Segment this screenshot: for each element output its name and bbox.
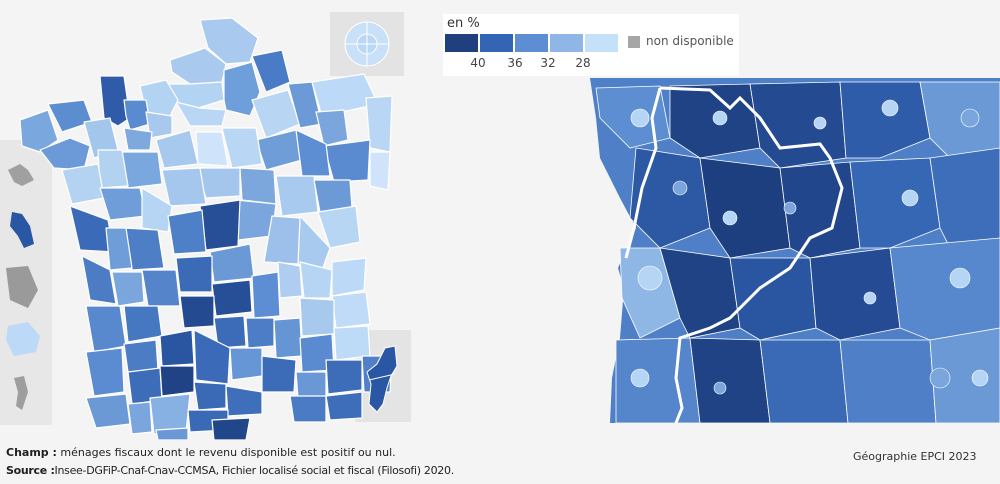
dept-aveyron bbox=[193, 329, 231, 385]
dept-indre bbox=[167, 209, 207, 255]
guyane-shape bbox=[6, 266, 38, 308]
dept-eure bbox=[145, 111, 173, 139]
legend: en % 40 36 32 28 non disponible bbox=[443, 14, 739, 76]
dept-tarn bbox=[193, 381, 227, 411]
dept-savoie bbox=[331, 291, 371, 329]
dept-landes bbox=[85, 347, 125, 397]
dept-creuse bbox=[175, 255, 213, 293]
dept-pyrenees-orientales bbox=[211, 417, 251, 440]
dept-haute-savoie bbox=[331, 257, 367, 297]
dept-deux-sevres bbox=[105, 227, 133, 271]
dept-puy-de-dome bbox=[211, 279, 253, 317]
source-note: Source :Insee-DGFiP-Cnaf-Cnav-CCMSA, Fic… bbox=[6, 464, 454, 477]
champ-note: Champ : ménages fiscaux dont le revenu d… bbox=[6, 446, 396, 459]
dept-oise bbox=[175, 101, 227, 127]
dept-cote-d-or bbox=[275, 175, 319, 217]
dept-charente-maritime bbox=[81, 255, 117, 305]
dept-ain bbox=[299, 261, 333, 299]
dept-gard bbox=[261, 355, 297, 393]
dept-cher bbox=[199, 199, 241, 251]
mayotte-shape bbox=[14, 376, 28, 410]
dept-loir-et-cher bbox=[161, 167, 207, 207]
legend-swatch-4 bbox=[550, 34, 583, 52]
legend-tick-3: 32 bbox=[540, 56, 556, 70]
legend-swatch-3 bbox=[515, 34, 548, 52]
dept-haut-rhin bbox=[369, 151, 391, 191]
overseas-territories bbox=[6, 164, 40, 410]
legend-ticks: 40 36 32 28 bbox=[443, 56, 643, 72]
geography-note: Géographie EPCI 2023 bbox=[853, 450, 977, 463]
dept-rhone bbox=[277, 261, 303, 299]
source-label: Source : bbox=[6, 464, 55, 477]
source-text: Insee-DGFiP-Cnaf-Cnav-CCMSA, Fichier loc… bbox=[54, 464, 455, 477]
france-departments-map bbox=[19, 17, 393, 440]
dept-ardeche bbox=[273, 317, 303, 359]
dept-gironde bbox=[85, 305, 127, 353]
dept-bouches-du-rhone bbox=[289, 395, 327, 423]
dept-vosges bbox=[323, 139, 371, 183]
dept-haute-vienne bbox=[141, 269, 181, 307]
legend-tick-1: 40 bbox=[470, 56, 486, 70]
guadeloupe-shape bbox=[8, 164, 34, 186]
dept-yonne bbox=[239, 167, 277, 205]
legend-swatch-1 bbox=[445, 34, 478, 52]
dept-loire bbox=[251, 271, 281, 319]
dept-hautes-pyrenees bbox=[127, 401, 153, 435]
dept-herault bbox=[225, 385, 263, 417]
legend-tick-4: 28 bbox=[575, 56, 591, 70]
dept-alpes-hte-provence bbox=[325, 359, 363, 395]
dept-dordogne bbox=[123, 305, 163, 343]
dept-ardennes bbox=[251, 49, 291, 93]
dept-tarn-et-garonne bbox=[159, 365, 195, 397]
dept-calvados bbox=[123, 99, 151, 131]
legend-swatches bbox=[445, 34, 620, 52]
reunion-shape bbox=[6, 322, 40, 356]
dept-indre-et-loire bbox=[141, 187, 173, 233]
legend-na-label: non disponible bbox=[646, 34, 734, 48]
corse-shapes bbox=[366, 345, 398, 413]
legend-na-swatch bbox=[628, 36, 640, 48]
martinique-shape bbox=[10, 212, 34, 248]
dept-loire-atlantique bbox=[61, 163, 105, 205]
dept-var bbox=[325, 391, 363, 421]
legend-title: en % bbox=[447, 16, 480, 31]
dept-correze bbox=[179, 295, 215, 329]
dept-aisne bbox=[223, 61, 261, 117]
dept-manche bbox=[99, 75, 131, 127]
dept-essonne bbox=[195, 131, 229, 167]
dept-isere bbox=[299, 297, 335, 337]
dept-saone-et-loire bbox=[263, 215, 301, 265]
dept-orne bbox=[123, 127, 153, 151]
dept-mayenne bbox=[97, 149, 129, 189]
dept-meurthe-moselle bbox=[315, 109, 349, 147]
epci-zoom-map bbox=[580, 78, 1000, 423]
dept-maine-et-loire bbox=[99, 187, 147, 221]
dept-moselle bbox=[311, 73, 379, 117]
idf-shapes bbox=[344, 21, 390, 67]
dept-vaucluse bbox=[295, 371, 327, 399]
dept-charente bbox=[111, 271, 145, 307]
champ-label: Champ : bbox=[6, 446, 57, 459]
champ-text: ménages fiscaux dont le revenu disponibl… bbox=[56, 446, 396, 459]
dept-ariege bbox=[155, 427, 189, 440]
dept-cantal bbox=[213, 315, 247, 349]
dept-lot bbox=[159, 329, 195, 367]
dept-seine-et-marne bbox=[221, 127, 263, 169]
legend-swatch-2 bbox=[480, 34, 513, 52]
legend-tick-2: 36 bbox=[507, 56, 523, 70]
dept-haute-marne bbox=[295, 129, 331, 177]
dept-pyrenees-atlantiques bbox=[85, 393, 131, 429]
dept-allier bbox=[209, 243, 255, 283]
legend-swatch-5 bbox=[585, 34, 618, 52]
dept-morbihan bbox=[39, 137, 91, 171]
dept-haute-loire bbox=[245, 317, 275, 349]
dept-doubs bbox=[317, 205, 361, 249]
dept-lozere bbox=[229, 347, 263, 381]
dept-aube bbox=[255, 129, 303, 171]
dept-lot-et-garonne bbox=[123, 339, 159, 373]
